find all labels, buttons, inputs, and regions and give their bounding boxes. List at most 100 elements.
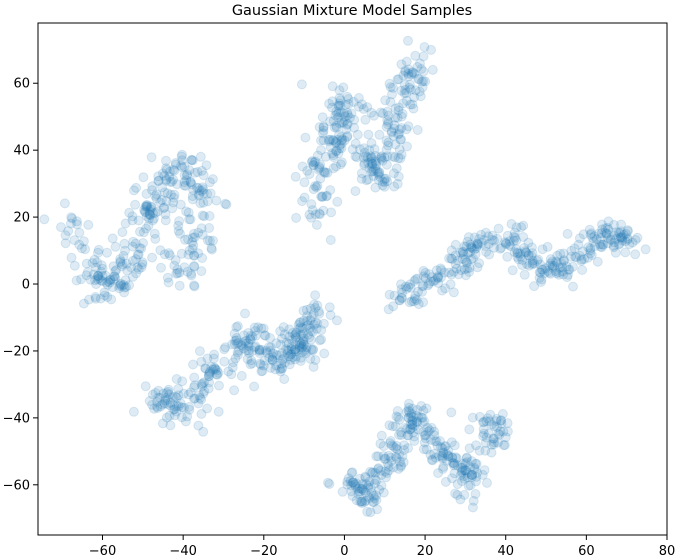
data-point [397, 108, 408, 119]
data-point [448, 458, 459, 468]
data-point [471, 241, 482, 252]
data-point [243, 328, 254, 338]
data-point [405, 99, 416, 110]
data-point [318, 318, 329, 329]
data-point [370, 156, 381, 167]
data-point [103, 276, 114, 287]
data-point [430, 452, 441, 463]
data-point [160, 393, 171, 403]
data-point [357, 496, 368, 507]
data-point [362, 152, 373, 163]
data-point [256, 366, 267, 377]
data-point [353, 93, 364, 103]
data-point [241, 345, 252, 356]
data-point [379, 453, 390, 464]
data-point [518, 220, 529, 231]
data-point [334, 85, 345, 96]
data-point [438, 448, 449, 459]
data-point [200, 363, 211, 374]
data-point [204, 211, 215, 221]
data-point [350, 186, 361, 197]
data-point [357, 498, 367, 509]
data-point [285, 349, 296, 360]
data-point [411, 416, 422, 427]
data-point [84, 294, 94, 305]
data-point [430, 436, 440, 447]
data-point [459, 264, 470, 275]
data-point [367, 158, 378, 169]
data-point [147, 389, 158, 400]
data-point [394, 295, 405, 306]
data-point [300, 132, 311, 143]
data-point [337, 486, 348, 497]
data-point [231, 333, 242, 343]
data-point [356, 484, 367, 495]
data-point [424, 278, 434, 289]
data-point [307, 345, 318, 356]
data-point [334, 143, 345, 154]
data-point [161, 196, 172, 207]
data-point [163, 248, 174, 259]
data-point [210, 363, 220, 374]
data-point [336, 143, 347, 154]
data-point [484, 416, 495, 427]
data-point [160, 395, 171, 406]
data-point [406, 69, 417, 80]
data-point [606, 235, 616, 246]
data-point [368, 490, 379, 501]
data-point [345, 476, 356, 487]
data-point [298, 333, 309, 344]
data-point [391, 163, 402, 174]
data-point [368, 497, 379, 508]
data-point [290, 344, 301, 355]
data-point [357, 479, 368, 490]
data-point [175, 199, 186, 210]
data-point [333, 100, 344, 111]
data-point [472, 262, 483, 273]
data-point [367, 467, 378, 478]
data-point [478, 431, 489, 441]
data-point [267, 354, 278, 365]
data-point [303, 320, 314, 331]
data-point [413, 424, 424, 435]
data-point [506, 219, 517, 229]
data-point [211, 195, 222, 206]
data-point [365, 151, 376, 162]
data-point [460, 465, 471, 476]
data-point [322, 167, 333, 178]
data-point [398, 70, 409, 81]
data-point [487, 234, 498, 245]
data-point [366, 152, 377, 163]
data-point [566, 251, 577, 262]
data-point [168, 174, 179, 185]
data-point [164, 250, 175, 261]
data-point [182, 411, 193, 422]
data-point [156, 195, 167, 205]
data-point [356, 173, 367, 184]
data-point [137, 257, 148, 268]
data-point [408, 103, 419, 114]
data-point [360, 471, 371, 482]
data-point [172, 264, 183, 275]
data-point [134, 243, 145, 254]
data-point [179, 402, 189, 413]
data-point [127, 241, 138, 252]
data-point [354, 483, 365, 494]
data-point [142, 200, 153, 211]
data-point [469, 464, 480, 475]
data-point [389, 181, 400, 192]
data-point [233, 337, 244, 348]
data-point [114, 281, 125, 291]
data-point [226, 369, 237, 380]
data-point [189, 261, 200, 272]
data-point [558, 248, 569, 259]
data-point [296, 338, 307, 349]
data-point [141, 201, 152, 212]
data-point [331, 122, 342, 133]
data-point [219, 344, 230, 355]
data-point [361, 151, 372, 162]
data-point [275, 339, 286, 350]
data-point [198, 426, 209, 437]
data-point [474, 258, 485, 269]
data-point [481, 416, 492, 427]
